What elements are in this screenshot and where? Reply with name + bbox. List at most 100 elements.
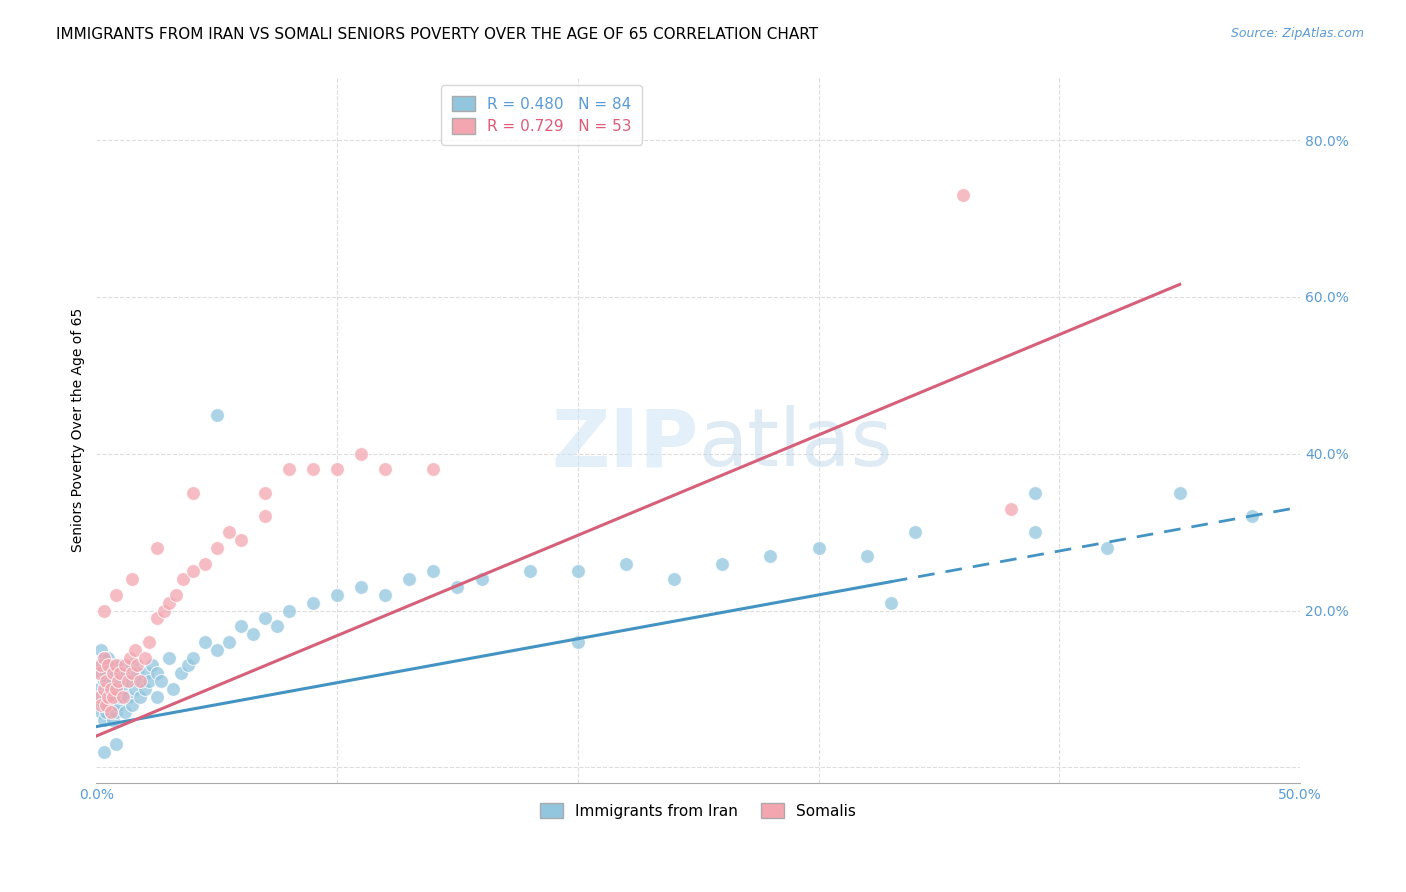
Point [127,658,149,673]
Point [229,619,252,633]
Point [422,462,444,476]
Point [1024,486,1046,500]
Point [134,650,156,665]
Point [181,486,204,500]
Point [114,706,136,720]
Point [94,674,117,689]
Point [374,588,396,602]
Text: ZIP: ZIP [551,405,699,483]
Point [253,486,276,500]
Point [194,635,217,649]
Point [711,557,734,571]
Point [278,603,301,617]
Point [103,690,125,704]
Point [93,698,115,712]
Point [93,650,115,665]
Point [131,674,153,689]
Point [134,681,156,696]
Point [1024,525,1046,540]
Point [567,565,589,579]
Point [90,698,112,712]
Point [94,690,117,704]
Point [350,580,373,594]
Point [1097,541,1119,555]
Point [93,603,115,617]
Point [205,408,228,422]
Point [266,619,288,633]
Point [104,737,127,751]
Point [94,698,117,712]
Text: atlas: atlas [699,405,893,483]
Point [103,714,125,728]
Point [94,666,117,681]
Point [121,666,143,681]
Point [181,565,204,579]
Point [111,690,134,704]
Point [194,557,217,571]
Point [374,462,396,476]
Point [242,627,264,641]
Point [138,674,160,689]
Point [1000,501,1022,516]
Point [87,681,110,696]
Point [124,642,146,657]
Point [141,658,163,673]
Point [302,596,325,610]
Point [446,580,468,594]
Point [253,611,276,625]
Point [128,690,150,704]
Point [218,525,240,540]
Text: Source: ZipAtlas.com: Source: ZipAtlas.com [1230,27,1364,40]
Point [952,188,974,202]
Point [145,666,167,681]
Point [904,525,927,540]
Point [90,706,112,720]
Point [135,666,157,681]
Point [103,674,125,689]
Point [104,706,127,720]
Point [181,650,204,665]
Point [114,666,136,681]
Point [110,666,132,681]
Point [93,745,115,759]
Point [90,690,112,704]
Point [87,658,110,673]
Point [1240,509,1263,524]
Point [145,611,167,625]
Point [94,706,117,720]
Point [121,572,143,586]
Point [100,658,122,673]
Point [880,596,903,610]
Point [97,650,120,665]
Point [120,650,142,665]
Point [124,681,146,696]
Point [100,681,122,696]
Point [157,650,180,665]
Point [302,462,325,476]
Point [759,549,782,563]
Point [117,674,139,689]
Point [169,666,191,681]
Point [121,658,143,673]
Point [326,588,349,602]
Legend: Immigrants from Iran, Somalis: Immigrants from Iran, Somalis [534,797,862,825]
Point [100,681,122,696]
Point [127,666,149,681]
Point [90,658,112,673]
Point [107,674,129,689]
Point [172,572,194,586]
Point [97,658,120,673]
Point [229,533,252,547]
Point [398,572,420,586]
Point [152,603,174,617]
Point [110,658,132,673]
Point [114,658,136,673]
Point [162,681,184,696]
Point [157,596,180,610]
Point [145,690,167,704]
Point [117,690,139,704]
Point [567,635,589,649]
Point [93,674,115,689]
Point [205,541,228,555]
Point [1168,486,1191,500]
